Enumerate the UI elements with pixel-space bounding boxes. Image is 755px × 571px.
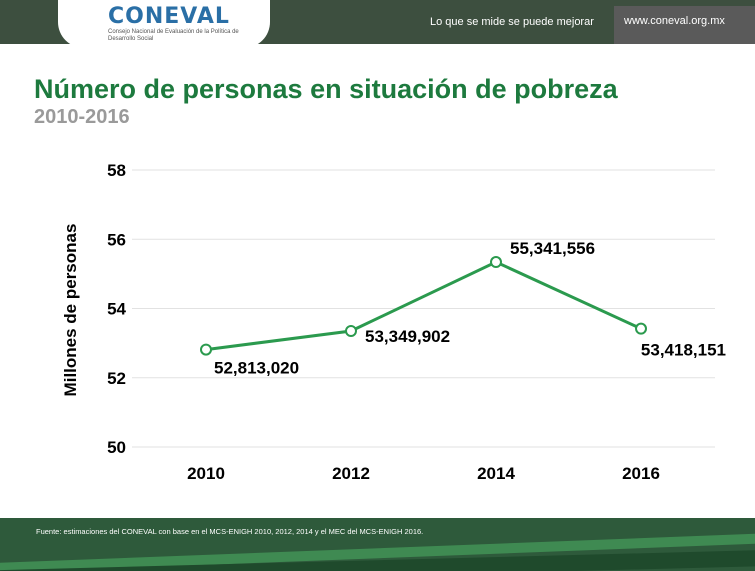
line-chart: 50 52 54 56 58 2010 2012 2014 2016 Millones de pe… <box>61 161 726 483</box>
logo-subtitle: Consejo Nacional de Evaluación de la Pol… <box>108 29 239 42</box>
data-label: 53,418,151 <box>641 341 726 360</box>
data-point <box>345 325 357 338</box>
source-note: Fuente: estimaciones del CONEVAL con bas… <box>36 527 424 536</box>
y-tick-label: 58 <box>107 161 126 180</box>
logo-container <box>58 0 270 48</box>
series-line <box>205 260 642 352</box>
data-label: 55,341,556 <box>510 239 595 258</box>
x-tick-label: 2016 <box>622 464 660 483</box>
y-tick-label: 54 <box>107 300 126 319</box>
url-box <box>614 6 755 44</box>
footer-bar: Fuente: estimaciones del CONEVAL con bas… <box>0 518 755 571</box>
y-tick-label: 50 <box>107 438 126 457</box>
data-point <box>490 256 502 269</box>
y-tick-label: 56 <box>107 230 126 249</box>
header-url: www.coneval.org.mx <box>624 15 725 27</box>
header-slogan: Lo que se mide se puede mejorar <box>430 16 594 28</box>
data-point <box>635 322 647 335</box>
y-tick-label: 52 <box>107 369 126 388</box>
data-label: 52,813,020 <box>214 359 299 378</box>
data-label: 53,349,902 <box>365 327 450 346</box>
x-tick-label: 2014 <box>477 464 515 483</box>
coneval-logo: CONEVAL <box>108 4 230 29</box>
y-axis-label: Millones de personas <box>61 224 80 397</box>
x-tick-label: 2010 <box>187 464 225 483</box>
slide-title: Número de personas en situación de pobre… <box>34 74 618 104</box>
data-point <box>200 343 212 356</box>
slide-subtitle: 2010-2016 <box>34 106 130 128</box>
x-tick-label: 2012 <box>332 464 370 483</box>
